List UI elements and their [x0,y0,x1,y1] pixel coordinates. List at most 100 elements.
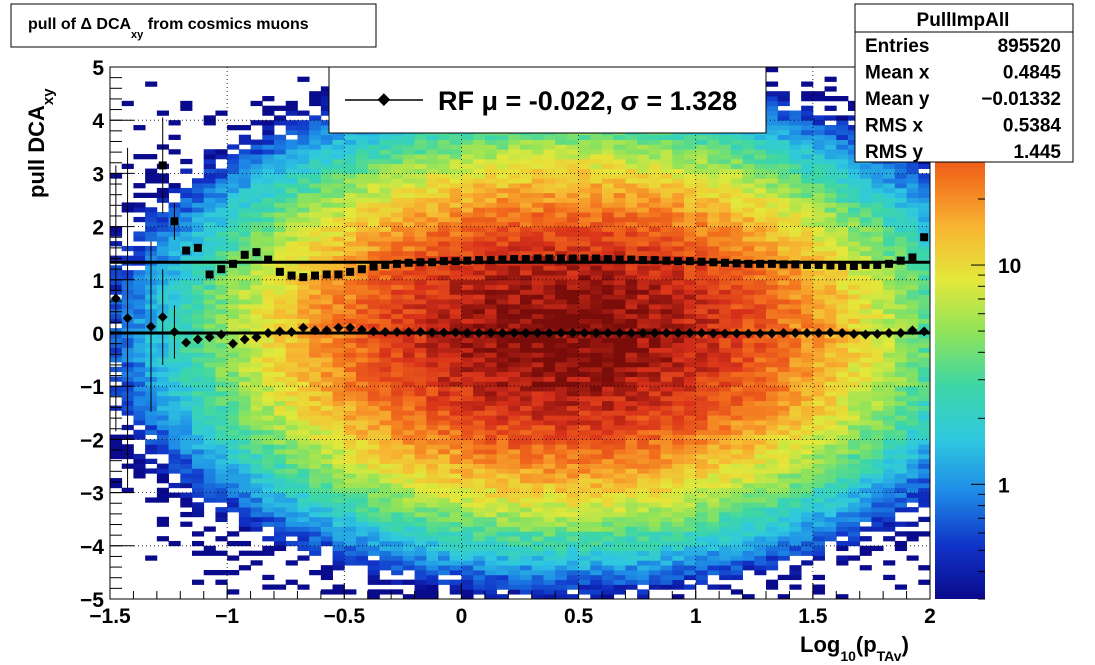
heatmap-cell [297,183,310,189]
heatmap-cell [660,531,673,537]
heatmap-cell [484,545,497,552]
heatmap-cell [555,270,568,276]
heatmap-cell [449,265,462,271]
heatmap-cell [274,492,287,498]
heatmap-cell [320,139,333,145]
heatmap-cell [555,187,568,194]
heatmap-cell [168,444,181,450]
heatmap-cell [203,158,216,165]
heatmap-cell [426,415,439,421]
heatmap-cell [391,589,404,595]
heatmap-cell [555,163,568,169]
heatmap-cell [414,487,427,493]
heatmap-cell [484,178,497,184]
heatmap-cell [508,226,521,232]
heatmap-cell [426,352,439,358]
heatmap-cell [461,482,474,489]
heatmap-cell [168,395,181,402]
heatmap-cell [402,400,415,406]
heatmap-cell [660,337,673,344]
heatmap-cell [473,245,486,252]
heatmap-cell [391,289,404,295]
heatmap-cell [590,207,603,213]
heatmap-cell [566,386,579,392]
heatmap-cell [379,134,392,140]
heatmap-cell [508,565,521,571]
heatmap-cell [180,303,193,310]
heatmap-cell [508,241,521,247]
heatmap-cell [602,574,615,581]
heatmap-cell [648,502,661,508]
heatmap-cell [660,216,673,223]
heatmap-cell [192,400,205,406]
heatmap-cell [449,502,462,508]
heatmap-cell [238,318,251,324]
heatmap-cell [320,284,333,290]
heatmap-cell [320,149,333,155]
heatmap-cell [379,579,392,585]
heatmap-cell [625,415,638,421]
heatmap-cell [110,453,123,460]
heatmap-cell [262,516,275,523]
heatmap-cell [192,391,205,397]
heatmap-cell [508,376,521,382]
heatmap-cell [695,482,708,489]
heatmap-cell [578,516,591,523]
heatmap-cell [414,560,427,566]
heatmap-cell [449,202,462,208]
heatmap-cell [438,289,451,295]
heatmap-cell [402,158,415,165]
heatmap-cell [578,574,591,581]
heatmap-cell [695,168,708,174]
heatmap-cell [520,231,533,237]
heatmap-cell [402,163,415,169]
heatmap-cell [613,395,626,402]
heatmap-cell [250,478,263,484]
heatmap-cell [238,376,251,382]
heatmap-cell [695,507,708,513]
heatmap-cell [250,236,263,242]
heatmap-cell [555,424,568,431]
heatmap-cell [613,511,626,518]
heatmap-cell [356,231,369,237]
heatmap-cell [168,149,181,155]
heatmap-cell [555,478,568,484]
heatmap-cell [707,192,720,198]
heatmap-cell [227,482,240,489]
heatmap-cell [613,163,626,169]
heatmap-cell [332,299,345,305]
heatmap-cell [309,468,322,474]
heatmap-cell [133,323,146,329]
heatmap-cell [684,342,697,348]
heatmap-cell [637,594,650,599]
heatmap-cell [684,458,697,464]
heatmap-cell [367,236,380,242]
heatmap-cell [285,149,298,155]
heatmap-cell [625,424,638,431]
heatmap-cell [285,424,298,431]
heatmap-cell [543,337,556,344]
heatmap-cell [250,400,263,406]
heatmap-cell [309,289,322,295]
heatmap-cell [168,415,181,421]
heatmap-cell [508,458,521,464]
heatmap-cell [426,478,439,484]
heatmap-cell [684,574,697,581]
heatmap-cell [449,507,462,513]
heatmap-cell [414,550,427,556]
heatmap-cell [637,415,650,421]
heatmap-cell [402,502,415,508]
heatmap-cell [414,502,427,508]
heatmap-cell [707,531,720,537]
heatmap-cell [332,497,345,503]
heatmap-cell [250,458,263,464]
heatmap-cell [309,478,322,484]
heatmap-cell [461,584,474,590]
heatmap-cell [274,395,287,402]
heatmap-cell [590,400,603,406]
heatmap-cell [578,207,591,213]
heatmap-cell [613,565,626,571]
heatmap-cell [344,463,357,469]
heatmap-cell [238,328,251,334]
heatmap-cell [414,241,427,247]
